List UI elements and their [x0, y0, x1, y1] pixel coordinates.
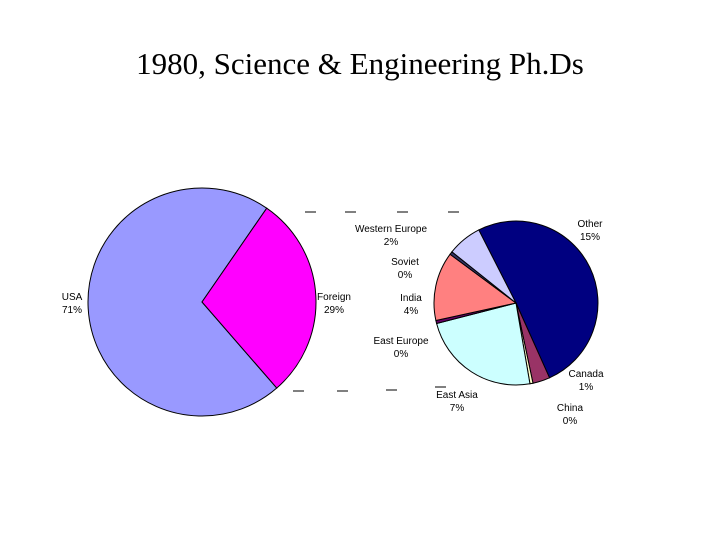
- value-western-europe: 2%: [384, 237, 399, 248]
- slice-western-europe: [451, 229, 517, 304]
- value-canada: 1%: [579, 382, 594, 393]
- label-soviet: Soviet: [391, 257, 419, 268]
- value-east-europe: 0%: [394, 349, 409, 360]
- label-east-asia: East Asia: [436, 390, 478, 401]
- label-usa: USA: [62, 292, 83, 303]
- slice-labels: USA 71% Foreign 29% Other 15% Canada 1% China 0% E…: [62, 219, 604, 427]
- value-usa: 71%: [62, 305, 82, 316]
- label-east-europe: East Europe: [373, 336, 428, 347]
- label-foreign: Foreign: [317, 292, 351, 303]
- value-india: 4%: [404, 306, 419, 317]
- value-soviet: 0%: [398, 270, 413, 281]
- value-foreign: 29%: [324, 305, 344, 316]
- chart-title: 1980, Science & Engineering Ph.Ds: [136, 46, 584, 81]
- slice-india: [433, 253, 518, 322]
- label-india: India: [400, 293, 422, 304]
- pie-foreign-breakdown: [433, 220, 599, 386]
- value-east-asia: 7%: [450, 403, 465, 414]
- label-western-europe: Western Europe: [355, 224, 428, 235]
- pie-usa-foreign: [87, 187, 317, 417]
- slice-east-asia: [435, 302, 531, 386]
- value-china: 0%: [563, 416, 578, 427]
- connector-dashes: [293, 211, 459, 392]
- slice-usa: [87, 187, 278, 417]
- label-china: China: [557, 403, 584, 414]
- slice-other: [478, 220, 599, 379]
- slice-foreign: [201, 207, 317, 389]
- label-other: Other: [577, 219, 603, 230]
- value-other: 15%: [580, 232, 600, 243]
- label-canada: Canada: [568, 369, 603, 380]
